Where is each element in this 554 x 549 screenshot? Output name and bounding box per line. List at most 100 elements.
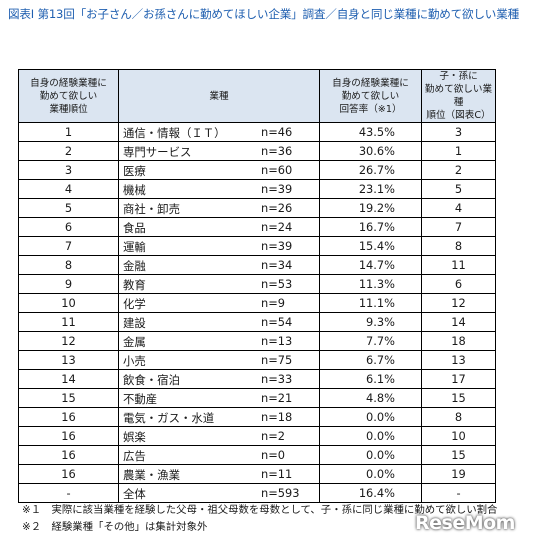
industry-name: 医療 <box>123 164 146 178</box>
rate-cell: 19.2% <box>319 198 422 218</box>
table-row: 16 広告 n=0 0.0% 15 <box>18 445 496 465</box>
child-rank-cell: 10 <box>421 426 496 446</box>
child-rank-cell: 8 <box>421 407 496 427</box>
sample-size: n=34 <box>261 258 293 272</box>
rate-cell: 26.7% <box>319 160 422 180</box>
child-rank-cell: 11 <box>421 255 496 275</box>
table-row: - 全体 n=593 16.4% - <box>18 483 496 503</box>
industry-name: 飲食・宿泊 <box>123 373 180 387</box>
child-rank-cell: 15 <box>421 388 496 408</box>
table-row: 11 建設 n=54 9.3% 14 <box>18 312 496 332</box>
header-rank: 自身の経験業種に 勤めて欲しい 業種順位 <box>18 69 119 123</box>
industry-cell: 商社・卸売 n=26 <box>118 198 320 218</box>
rate-cell: 16.7% <box>319 217 422 237</box>
child-rank-cell: 14 <box>421 312 496 332</box>
sample-size: n=0 <box>261 448 286 462</box>
industry-name: 教育 <box>123 278 146 292</box>
rank-cell: 6 <box>18 217 119 237</box>
industry-cell: 食品 n=24 <box>118 217 320 237</box>
rank-cell: - <box>18 483 119 503</box>
rank-cell: 16 <box>18 445 119 465</box>
industry-cell: 運輸 n=39 <box>118 236 320 256</box>
sample-size: n=13 <box>261 334 293 348</box>
rate-cell: 30.6% <box>319 141 422 161</box>
industry-name: 不動産 <box>123 392 158 406</box>
table-row: 2 専門サービス n=36 30.6% 1 <box>18 141 496 161</box>
sample-size: n=75 <box>261 353 293 367</box>
industry-name: 食品 <box>123 221 146 235</box>
industry-name: 化学 <box>123 297 146 311</box>
industry-cell: 専門サービス n=36 <box>118 141 320 161</box>
industry-cell: 全体 n=593 <box>118 483 320 503</box>
sample-size: n=24 <box>261 220 293 234</box>
table-row: 16 娯楽 n=2 0.0% 10 <box>18 426 496 446</box>
rank-cell: 2 <box>18 141 119 161</box>
rate-cell: 14.7% <box>319 255 422 275</box>
rank-cell: 8 <box>18 255 119 275</box>
table-row: 12 金属 n=13 7.7% 18 <box>18 331 496 351</box>
sample-size: n=60 <box>261 163 293 177</box>
sample-size: n=39 <box>261 239 293 253</box>
rate-cell: 23.1% <box>319 179 422 199</box>
industry-name: 金属 <box>123 335 146 349</box>
industry-cell: 小売 n=75 <box>118 350 320 370</box>
sample-size: n=9 <box>261 296 286 310</box>
industry-cell: 建設 n=54 <box>118 312 320 332</box>
header-rate: 自身の経験業種に 勤めて欲しい 回答率（※1） <box>319 69 422 123</box>
table-row: 16 農業・漁業 n=11 0.0% 19 <box>18 464 496 484</box>
industry-name: 金融 <box>123 259 146 273</box>
ranking-table: 自身の経験業種に 勤めて欲しい 業種順位 業種 自身の経験業種に 勤めて欲しい 回答率（… <box>18 69 496 503</box>
rate-cell: 9.3% <box>319 312 422 332</box>
rate-cell: 11.3% <box>319 274 422 294</box>
industry-cell: 飲食・宿泊 n=33 <box>118 369 320 389</box>
sample-size: n=54 <box>261 315 293 329</box>
rank-cell: 16 <box>18 426 119 446</box>
watermark-logo: ReseMom <box>415 512 515 534</box>
rate-cell: 0.0% <box>319 426 422 446</box>
child-rank-cell: 3 <box>421 122 496 142</box>
rate-cell: 15.4% <box>319 236 422 256</box>
child-rank-cell: 7 <box>421 217 496 237</box>
industry-name: 建設 <box>123 316 146 330</box>
industry-cell: 機械 n=39 <box>118 179 320 199</box>
table-row: 16 電気・ガス・水道 n=18 0.0% 8 <box>18 407 496 427</box>
child-rank-cell: 5 <box>421 179 496 199</box>
industry-cell: 金属 n=13 <box>118 331 320 351</box>
rate-cell: 6.1% <box>319 369 422 389</box>
table-row: 10 化学 n=9 11.1% 12 <box>18 293 496 313</box>
industry-cell: 金融 n=34 <box>118 255 320 275</box>
rank-cell: 4 <box>18 179 119 199</box>
industry-name: 小売 <box>123 354 146 368</box>
table-row: 13 小売 n=75 6.7% 13 <box>18 350 496 370</box>
rank-cell: 12 <box>18 331 119 351</box>
table-row: 6 食品 n=24 16.7% 7 <box>18 217 496 237</box>
child-rank-cell: 17 <box>421 369 496 389</box>
table-row: 8 金融 n=34 14.7% 11 <box>18 255 496 275</box>
sample-size: n=21 <box>261 391 293 405</box>
sample-size: n=18 <box>261 410 293 424</box>
rank-cell: 13 <box>18 350 119 370</box>
rate-cell: 0.0% <box>319 407 422 427</box>
header-child-rank: 子・孫に 勤めて欲しい業種 順位（図表C） <box>421 69 496 123</box>
rate-cell: 11.1% <box>319 293 422 313</box>
child-rank-cell: 12 <box>421 293 496 313</box>
footnote-1: ※１ 実際に該当業種を経験した父母・祖父母数を母数として、子・孫に同じ業種に勤め… <box>22 504 498 516</box>
rank-cell: 7 <box>18 236 119 256</box>
rank-cell: 14 <box>18 369 119 389</box>
industry-cell: 電気・ガス・水道 n=18 <box>118 407 320 427</box>
industry-cell: 広告 n=0 <box>118 445 320 465</box>
industry-name: 商社・卸売 <box>123 202 180 216</box>
industry-name: 娯楽 <box>123 430 146 444</box>
industry-name: 全体 <box>123 487 146 501</box>
rate-cell: 6.7% <box>319 350 422 370</box>
rate-cell: 43.5% <box>319 122 422 142</box>
rate-cell: 0.0% <box>319 445 422 465</box>
footnote-2: ※２ 経験業種「その他」は集計対象外 <box>22 521 208 533</box>
rate-cell: 16.4% <box>319 483 422 503</box>
industry-name: 運輸 <box>123 240 146 254</box>
industry-cell: 医療 n=60 <box>118 160 320 180</box>
sample-size: n=593 <box>261 486 300 500</box>
industry-name: 機械 <box>123 183 146 197</box>
table-row: 15 不動産 n=21 4.8% 15 <box>18 388 496 408</box>
sample-size: n=2 <box>261 429 286 443</box>
